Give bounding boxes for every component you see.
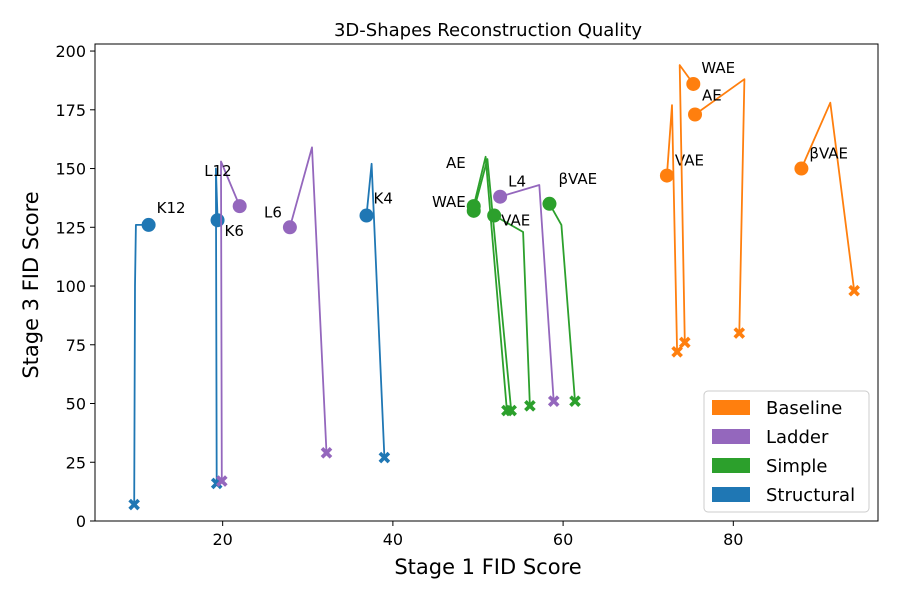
series-line: [472, 158, 513, 411]
legend-label: Baseline: [766, 398, 842, 419]
start-marker: [688, 107, 703, 122]
end-marker: [671, 346, 683, 358]
x-tick-label: 80: [723, 530, 743, 549]
start-marker: [466, 203, 481, 218]
annotation-label: VAE: [501, 212, 530, 230]
annotation-label: AE: [446, 154, 466, 172]
annotation-label: K4: [373, 190, 392, 208]
annotation-label: AE: [702, 86, 722, 104]
start-marker: [794, 161, 809, 176]
legend-label: Structural: [766, 485, 855, 506]
start-marker: [493, 189, 508, 204]
series-line: [499, 184, 555, 402]
y-tick-label: 200: [55, 42, 86, 61]
series-line: [493, 214, 531, 406]
y-tick-label: 100: [55, 277, 86, 296]
x-tick-label: 20: [212, 530, 232, 549]
series-structural-1: K6: [210, 167, 244, 490]
end-marker: [848, 284, 860, 297]
series-line: [694, 78, 746, 334]
plot-frame: [94, 43, 879, 522]
end-marker: [524, 400, 536, 412]
annotation-label: βVAE: [809, 145, 848, 163]
legend-label: Ladder: [766, 427, 829, 448]
series-baseline-12: AE: [688, 78, 746, 339]
end-marker: [547, 395, 560, 407]
end-marker: [320, 447, 333, 459]
start-marker: [232, 199, 247, 214]
end-marker: [216, 475, 228, 487]
start-marker: [542, 196, 557, 211]
annotation-label: L12: [204, 162, 231, 180]
series-line: [214, 167, 219, 484]
series-line: [548, 203, 576, 402]
series-simple-9: βVAE: [542, 170, 597, 407]
start-marker: [141, 217, 156, 232]
y-tick-label: 150: [55, 160, 86, 179]
start-marker: [659, 168, 674, 183]
annotation-label: βVAE: [558, 170, 597, 188]
legend-swatch: [712, 487, 750, 502]
end-marker: [378, 451, 391, 464]
series-line: [289, 146, 328, 453]
end-marker: [505, 404, 517, 417]
series-ladder-3: L12: [204, 160, 247, 487]
annotation-label: K6: [225, 222, 244, 240]
y-tick-label: 75: [66, 336, 86, 355]
end-marker: [733, 327, 746, 339]
legend-swatch: [712, 458, 750, 473]
end-marker: [569, 395, 581, 407]
x-tick-label: 40: [383, 530, 403, 549]
series-simple-8: VAE: [487, 208, 536, 412]
x-tick-label: 60: [553, 530, 573, 549]
chart-title: 3D-Shapes Reconstruction Quality: [334, 20, 642, 41]
annotation-label: K12: [157, 199, 186, 217]
y-tick-label: 125: [55, 218, 86, 237]
series-structural-2: K4: [359, 162, 393, 464]
series-line: [133, 223, 149, 505]
annotation-label: WAE: [432, 193, 466, 211]
series-simple-7: WAE: [432, 158, 517, 417]
y-tick-label: 50: [66, 395, 86, 414]
legend-label: Simple: [766, 456, 827, 477]
legend-swatch: [712, 400, 750, 415]
legend-swatch: [712, 429, 750, 444]
x-axis-label: Stage 1 FID Score: [394, 555, 581, 579]
legend: Baseline Ladder Simple Structural: [703, 390, 870, 513]
series-line: [220, 160, 241, 482]
start-marker: [210, 213, 225, 228]
end-marker: [679, 336, 691, 349]
start-marker: [282, 220, 297, 235]
series-ladder-5: L4: [493, 173, 560, 407]
series-ladder-4: L6: [264, 146, 333, 459]
series-line: [800, 101, 856, 291]
series-line: [666, 104, 678, 352]
y-axis-label: Stage 3 FID Score: [19, 191, 43, 378]
start-marker: [487, 208, 502, 223]
end-marker: [128, 498, 140, 511]
series-structural-0: K12: [128, 199, 186, 511]
annotation-label: VAE: [675, 152, 704, 170]
series-baseline-11: WAE: [678, 59, 735, 349]
annotation-label: L4: [508, 173, 526, 191]
y-tick-label: 25: [66, 453, 86, 472]
series-line: [365, 162, 386, 458]
plot-area: 20 40 60 80 0 25 50 75 100 125 150 175 200 K12 K6 K4 L12…: [55, 42, 879, 549]
start-marker: [359, 208, 374, 223]
series-line: [678, 64, 695, 343]
start-marker: [686, 76, 701, 91]
y-tick-label: 0: [76, 512, 86, 531]
series-line: [472, 155, 508, 411]
series-baseline-13: βVAE: [794, 101, 860, 297]
y-tick-label: 175: [55, 101, 86, 120]
annotation-label: L6: [264, 203, 282, 221]
annotation-label: WAE: [701, 59, 735, 77]
legend-box: [703, 390, 870, 513]
